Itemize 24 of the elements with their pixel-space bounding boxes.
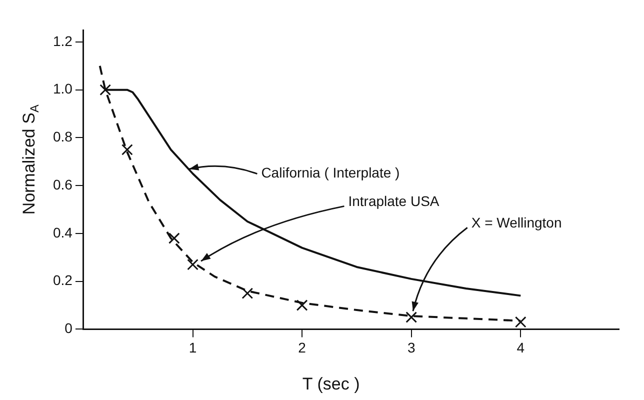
y-tick-label: 1.2 (52, 32, 73, 49)
point (406, 312, 418, 323)
annotation: X = Wellington (471, 214, 562, 230)
y-tick-label: 1.0 (52, 80, 73, 97)
y-tick-label: 0.4 (52, 224, 73, 240)
point (514, 316, 526, 328)
y-tick-label: 0.8 (52, 128, 73, 145)
y-tick-label: 0 (64, 320, 73, 336)
y-tick-label: 0.2 (52, 272, 73, 288)
point (296, 300, 308, 311)
y-axis-title: Normalized SA (20, 104, 42, 215)
point (100, 84, 112, 96)
annotation: California ( Interplate ) (261, 164, 400, 181)
point (121, 144, 133, 156)
annotation: Intraplate USA (348, 193, 440, 210)
x-tick-label: 4 (516, 339, 525, 356)
point (187, 258, 198, 270)
x-tick-label: 1 (188, 339, 197, 356)
point (242, 288, 254, 299)
x-tick-label: 3 (407, 339, 416, 356)
y-tick-label: 0.6 (52, 176, 73, 192)
point (168, 232, 180, 244)
x-tick-label: 2 (298, 339, 306, 356)
x-axis-title: T (sec ) (302, 374, 360, 394)
